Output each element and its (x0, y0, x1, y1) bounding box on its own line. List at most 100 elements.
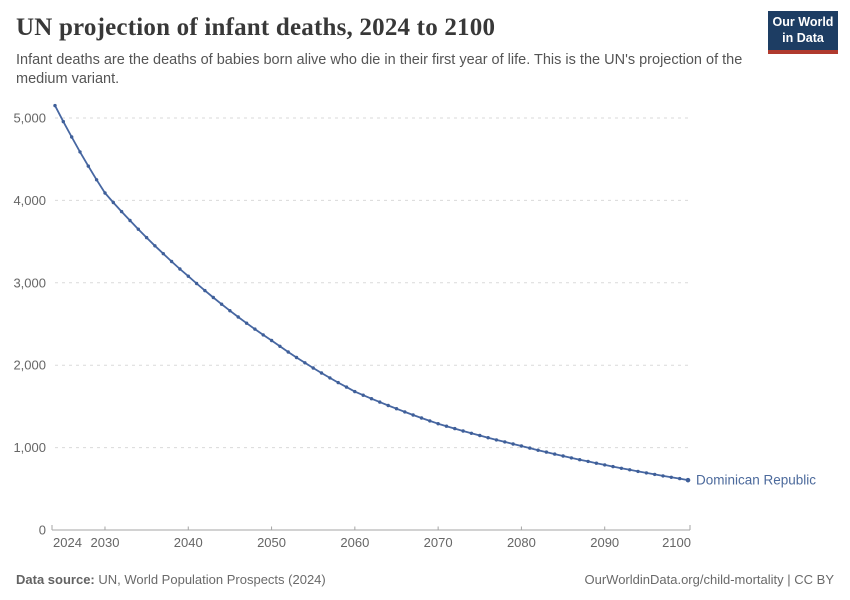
data-point-2034 (136, 227, 140, 231)
x-tick-label-2060: 2060 (340, 535, 369, 550)
data-point-2094 (636, 469, 640, 474)
data-point-2066 (403, 410, 407, 414)
data-point-2063 (378, 400, 382, 404)
data-point-2058 (336, 380, 340, 385)
data-point-2096 (653, 472, 657, 477)
data-point-2040 (186, 274, 190, 278)
data-point-2052 (286, 350, 290, 354)
data-point-2062 (369, 397, 374, 401)
data-point-2097 (661, 474, 665, 478)
data-point-2051 (278, 344, 282, 348)
data-point-2043 (211, 295, 215, 300)
data-point-2076 (486, 436, 490, 440)
data-point-2047 (244, 321, 249, 325)
data-point-2042 (203, 288, 207, 293)
series-end-dot (685, 477, 691, 483)
data-point-2065 (394, 407, 399, 411)
data-point-2073 (461, 429, 465, 433)
data-point-2091 (611, 464, 615, 469)
data-point-2053 (294, 355, 299, 360)
page-title: UN projection of infant deaths, 2024 to … (16, 14, 496, 41)
data-point-2033 (128, 218, 132, 223)
data-point-2093 (628, 468, 632, 472)
data-source-value: UN, World Population Prospects (2024) (94, 572, 326, 587)
data-point-2079 (511, 442, 515, 446)
data-point-2099 (678, 476, 682, 481)
data-point-2056 (319, 371, 324, 375)
chart-subtitle: Infant deaths are the deaths of babies b… (16, 52, 743, 88)
data-point-2075 (478, 433, 482, 438)
series-line-dominican-republic[interactable] (54, 104, 689, 481)
data-point-2055 (311, 366, 315, 370)
data-point-2037 (161, 252, 165, 256)
data-point-2061 (361, 393, 365, 397)
data-point-2089 (594, 461, 599, 465)
data-point-2092 (619, 466, 624, 470)
data-point-2031 (111, 200, 116, 205)
data-point-2038 (169, 259, 174, 264)
x-tick-label-2050: 2050 (257, 535, 286, 550)
data-point-2049 (261, 333, 265, 337)
owid-logo-line1: Our World (772, 15, 834, 29)
data-point-2044 (219, 302, 224, 306)
data-point-2088 (586, 459, 590, 464)
owid-logo-line2: in Data (782, 30, 824, 45)
data-point-2030 (103, 191, 107, 195)
data-point-2087 (578, 458, 582, 462)
data-point-2057 (328, 376, 332, 380)
data-source-note: Data source: UN, World Population Prospe… (16, 572, 326, 587)
data-point-2095 (644, 471, 649, 475)
data-point-2071 (444, 424, 449, 428)
attribution-link[interactable]: OurWorldinData.org/child-mortality | CC … (584, 572, 835, 587)
data-point-2083 (544, 450, 549, 454)
x-tick-label-2024: 2024 (53, 535, 82, 550)
data-point-2064 (386, 403, 390, 408)
chart-footer: Data source: UN, World Population Prospe… (16, 572, 834, 587)
data-point-2048 (253, 327, 257, 331)
data-point-2026 (70, 135, 74, 139)
data-point-2085 (561, 454, 565, 458)
data-point-2029 (94, 178, 99, 182)
data-point-2072 (453, 426, 457, 431)
data-point-2032 (119, 209, 124, 214)
data-point-2086 (569, 456, 574, 460)
data-point-2067 (411, 413, 415, 417)
x-tick-label-2090: 2090 (590, 535, 619, 550)
data-point-2036 (153, 244, 157, 248)
data-point-2028 (86, 164, 91, 168)
x-tick-label-2080: 2080 (507, 535, 536, 550)
data-source-label: Data source: (16, 572, 95, 587)
data-point-2068 (419, 416, 424, 420)
y-tick-label-0: 0 (39, 523, 46, 538)
y-tick-label-5000: 5,000 (13, 111, 46, 126)
data-point-2078 (503, 440, 507, 444)
data-point-2045 (228, 309, 232, 313)
y-tick-label-1000: 1,000 (13, 440, 46, 455)
data-point-2090 (603, 463, 607, 467)
data-point-2027 (78, 150, 82, 154)
data-point-2046 (236, 315, 240, 319)
data-point-2084 (553, 452, 557, 456)
data-point-2060 (353, 389, 357, 394)
data-point-2077 (494, 438, 499, 442)
y-tick-label-4000: 4,000 (13, 193, 46, 208)
data-point-2069 (428, 419, 432, 423)
data-point-2080 (519, 444, 524, 448)
x-tick-label-2040: 2040 (174, 535, 203, 550)
y-tick-label-2000: 2,000 (13, 358, 46, 373)
y-tick-label-3000: 3,000 (13, 275, 46, 290)
data-point-2024 (53, 103, 57, 108)
entity-label[interactable]: Dominican Republic (696, 473, 816, 488)
x-tick-label-2070: 2070 (424, 535, 453, 550)
data-point-2081 (528, 446, 532, 450)
data-point-2054 (303, 361, 307, 365)
data-point-2025 (61, 119, 65, 124)
data-point-2059 (344, 385, 349, 389)
data-point-2074 (469, 431, 474, 435)
data-point-2041 (194, 281, 199, 286)
owid-logo[interactable]: Our World in Data (768, 11, 838, 55)
x-tick-label-2100: 2100 (662, 535, 691, 550)
data-point-2070 (436, 422, 440, 426)
